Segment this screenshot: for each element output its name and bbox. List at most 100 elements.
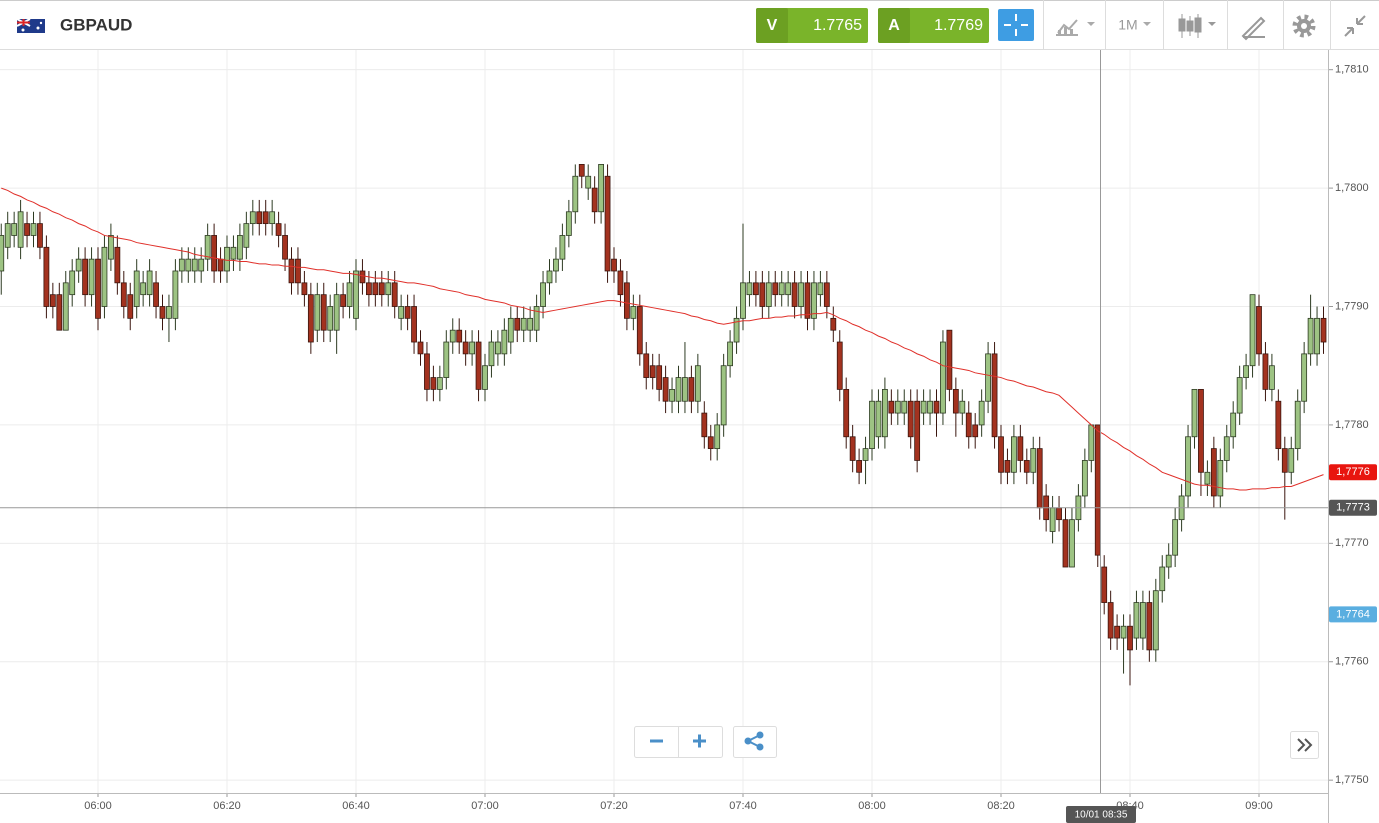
candle: [1294, 389, 1301, 461]
candle-body: [411, 306, 417, 343]
candle-body: [288, 258, 295, 284]
candle: [1223, 424, 1230, 473]
scroll-right-button[interactable]: [1290, 731, 1319, 759]
settings-button[interactable]: [1292, 14, 1316, 38]
candle-body: [1198, 388, 1204, 473]
candle-body: [753, 282, 759, 296]
candle-body: [1094, 424, 1101, 556]
candle-body: [178, 258, 185, 272]
candle-body: [1101, 566, 1108, 603]
candle: [340, 282, 347, 319]
candle-body: [559, 235, 566, 260]
candle: [740, 223, 746, 331]
candle-body: [772, 282, 779, 296]
candle-body: [604, 175, 611, 272]
candle: [127, 282, 134, 331]
candle: [991, 342, 998, 449]
candle: [624, 270, 630, 331]
candle-body: [391, 282, 398, 307]
sell-button[interactable]: V 1.7765: [756, 8, 868, 43]
candle: [759, 270, 766, 319]
candle: [1307, 294, 1314, 366]
candle: [933, 389, 940, 437]
candle-body: [585, 175, 592, 189]
candle-body: [469, 341, 476, 355]
crosshair-button[interactable]: [998, 9, 1034, 41]
candle: [301, 270, 308, 307]
indicators-button[interactable]: [1056, 19, 1095, 36]
candle: [849, 424, 856, 473]
candle: [527, 306, 534, 343]
interval-button[interactable]: 1M: [1118, 17, 1151, 33]
candle-body: [791, 282, 798, 307]
candle-body: [11, 223, 18, 236]
candle-body: [662, 377, 669, 402]
toolbar-dividers: [1043, 0, 1331, 50]
candle-body: [1275, 400, 1282, 450]
candle-body: [1146, 602, 1153, 651]
candle: [778, 270, 785, 307]
candle: [191, 247, 198, 283]
candle-body: [301, 282, 308, 296]
candle-body: [611, 258, 617, 272]
candle: [198, 247, 205, 283]
candle: [417, 330, 424, 366]
candle-body: [69, 270, 76, 296]
draw-button[interactable]: [1241, 16, 1266, 41]
candle: [62, 270, 69, 331]
candle: [856, 448, 862, 485]
candle: [952, 377, 959, 437]
chart-type-button[interactable]: [1178, 14, 1216, 38]
candle-body: [1301, 353, 1308, 402]
sell-label: V: [767, 17, 778, 34]
candle-body: [952, 388, 959, 414]
candle: [772, 270, 779, 307]
candle: [17, 199, 24, 260]
candle-body: [75, 258, 82, 272]
candle: [514, 306, 521, 343]
candle: [1217, 448, 1224, 508]
candle: [965, 401, 972, 449]
flag-icon: [16, 18, 45, 33]
price-marker: [1329, 606, 1377, 623]
crosshair-time-box: [1066, 806, 1136, 823]
candle-body: [88, 258, 95, 296]
candle: [946, 329, 953, 402]
candle: [185, 247, 192, 283]
candle-body: [1269, 365, 1275, 390]
candle: [75, 247, 82, 283]
candle-body: [24, 223, 30, 236]
candle-body: [1191, 388, 1198, 438]
buy-price: 1.7769: [934, 17, 983, 34]
candle-body: [1152, 590, 1159, 651]
candle: [649, 353, 656, 390]
candle: [682, 342, 688, 414]
collapse-button[interactable]: [1344, 15, 1366, 37]
share-button[interactable]: [733, 726, 777, 758]
x-tick-label: 08:00: [858, 800, 886, 812]
candle: [49, 282, 56, 319]
candle-body: [978, 400, 985, 426]
candle-body: [856, 460, 862, 473]
candle: [1120, 614, 1127, 674]
y-tick-label: 1,7760: [1335, 656, 1369, 668]
candle: [1281, 436, 1288, 520]
candle: [488, 330, 495, 378]
x-tick-label: 06:00: [84, 800, 112, 812]
buy-button[interactable]: A 1.7769: [878, 8, 989, 43]
candle: [746, 270, 753, 307]
candle: [585, 164, 592, 200]
candle: [972, 413, 979, 449]
candle-body: [1230, 412, 1237, 438]
candle: [37, 211, 43, 260]
grid: 1,7750 1,7760 1,7770 1,7780 1,7790 1,7800 1,78…: [0, 50, 1369, 823]
zoom-in-button[interactable]: [693, 734, 706, 748]
candle-body: [449, 329, 456, 343]
candle-body: [340, 294, 347, 307]
candle-body: [56, 294, 63, 331]
candle: [249, 199, 256, 236]
plot-area: 1,7750 1,7760 1,7770 1,7780 1,7790 1,7800 1,78…: [0, 50, 1377, 823]
candle-body: [701, 412, 708, 438]
candle-body: [765, 282, 772, 307]
